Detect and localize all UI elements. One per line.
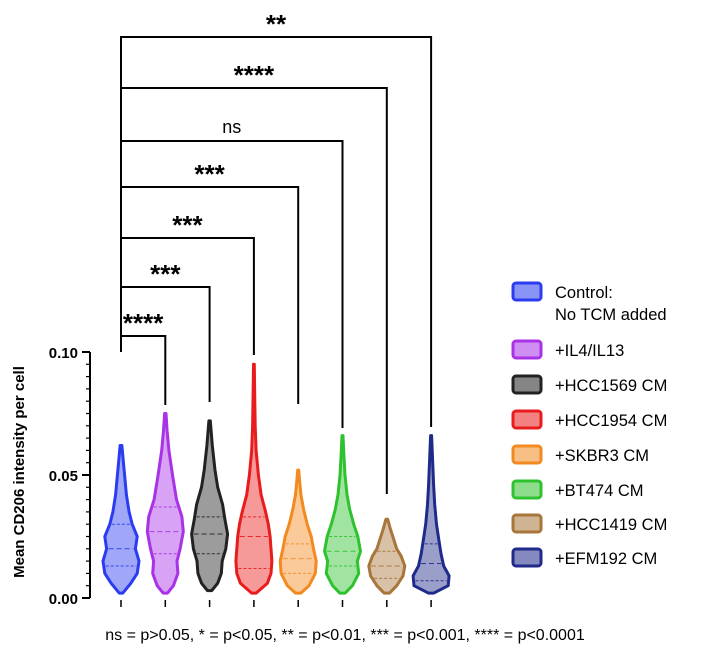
legend-swatch: [511, 444, 543, 465]
significance-label: ***: [172, 210, 203, 240]
violin-plot-area: [101, 362, 451, 595]
significance-bracket: **: [120, 9, 433, 427]
legend-label: No TCM added: [555, 306, 667, 324]
y-tick-label: 0.00: [49, 591, 78, 608]
significance-label: ns: [222, 117, 241, 137]
legend-item-6: +BT474 CM: [511, 479, 644, 500]
violin-6: [323, 434, 362, 595]
legend-label: +EFM192 CM: [555, 550, 657, 568]
violin-body: [145, 412, 185, 595]
legend-item-3: +HCC1569 CM: [511, 374, 667, 395]
legend-item-5: +SKBR3 CM: [511, 444, 649, 465]
legend-swatch: [511, 513, 543, 534]
significance-label: ****: [234, 60, 275, 90]
legend-label: Control:: [555, 284, 613, 302]
significance-label: **: [266, 9, 287, 39]
bracket-line: [120, 36, 433, 427]
violin-body: [278, 468, 318, 595]
legend-swatch: [511, 339, 543, 360]
violin-8: [411, 434, 451, 595]
violin-body: [190, 419, 230, 593]
violin-2: [145, 412, 185, 595]
violin-5: [278, 468, 318, 595]
legend-label: +BT474 CM: [555, 482, 644, 500]
y-tick-label: 0.05: [49, 468, 78, 485]
legend-swatch: [511, 374, 543, 395]
violin-7: [367, 517, 407, 595]
significance-label: ***: [150, 259, 181, 289]
violin-body: [367, 517, 407, 595]
legend-label: +SKBR3 CM: [555, 447, 649, 465]
legend-label: +HCC1419 CM: [555, 516, 667, 534]
significance-label: ***: [194, 159, 225, 189]
significance-label: ****: [123, 308, 164, 338]
significance-brackets: *************ns******: [120, 9, 433, 494]
legend-swatch: [511, 479, 543, 500]
violin-body: [101, 443, 141, 595]
y-axis: 0.00 0.05 0.10: [49, 345, 432, 608]
y-tick-label: 0.10: [49, 345, 78, 362]
legend-label: +HCC1954 CM: [555, 412, 667, 430]
legend-swatch: [511, 281, 543, 302]
legend-item-4: +HCC1954 CM: [511, 409, 667, 430]
legend: Control: No TCM added +IL4/IL13 +HCC1569 CM…: [511, 281, 667, 568]
y-axis-label: Mean CD206 intensity per cell: [11, 366, 28, 578]
violin-1: [101, 443, 141, 595]
violin-body: [234, 362, 274, 595]
legend-swatch: [511, 547, 543, 568]
footnote: ns = p>0.05, * = p<0.05, ** = p<0.01, **…: [105, 627, 585, 644]
violin-3: [190, 419, 230, 593]
legend-item-8: +EFM192 CM: [511, 547, 657, 568]
violin-body: [411, 434, 451, 595]
legend-item-7: +HCC1419 CM: [511, 513, 667, 534]
legend-item-1: Control: No TCM added: [511, 281, 667, 324]
significance-bracket: ****: [120, 298, 167, 405]
legend-label: +HCC1569 CM: [555, 377, 667, 395]
legend-swatch: [511, 409, 543, 430]
legend-label: +IL4/IL13: [555, 342, 624, 360]
legend-item-2: +IL4/IL13: [511, 339, 624, 360]
violin-body: [323, 434, 362, 595]
violin-4: [234, 362, 274, 595]
